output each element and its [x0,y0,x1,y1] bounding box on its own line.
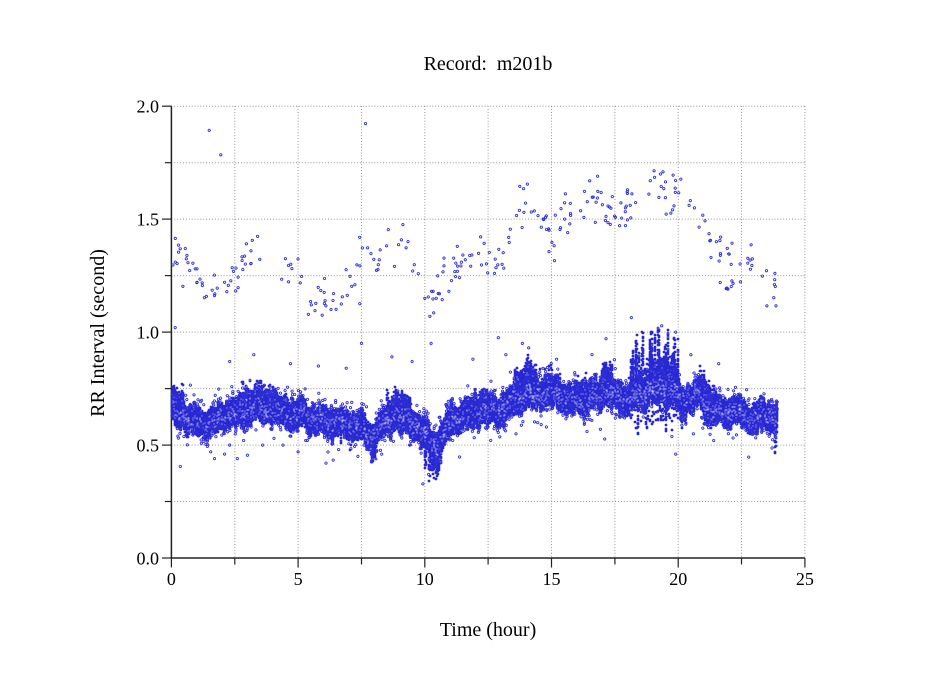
svg-text:5: 5 [294,569,303,589]
svg-text:0.0: 0.0 [137,549,160,569]
svg-text:Time (hour): Time (hour) [440,619,536,641]
svg-text:1.5: 1.5 [137,210,160,230]
svg-text:Record: m201b: Record: m201b [424,53,553,75]
svg-text:15: 15 [543,569,561,589]
svg-text:1.0: 1.0 [137,323,160,343]
svg-text:20: 20 [669,569,687,589]
svg-text:0: 0 [167,569,176,589]
svg-text:RR Interval (second): RR Interval (second) [87,249,109,417]
svg-text:25: 25 [796,569,814,589]
svg-text:2.0: 2.0 [137,97,160,117]
svg-text:10: 10 [416,569,434,589]
svg-text:0.5: 0.5 [137,436,160,456]
